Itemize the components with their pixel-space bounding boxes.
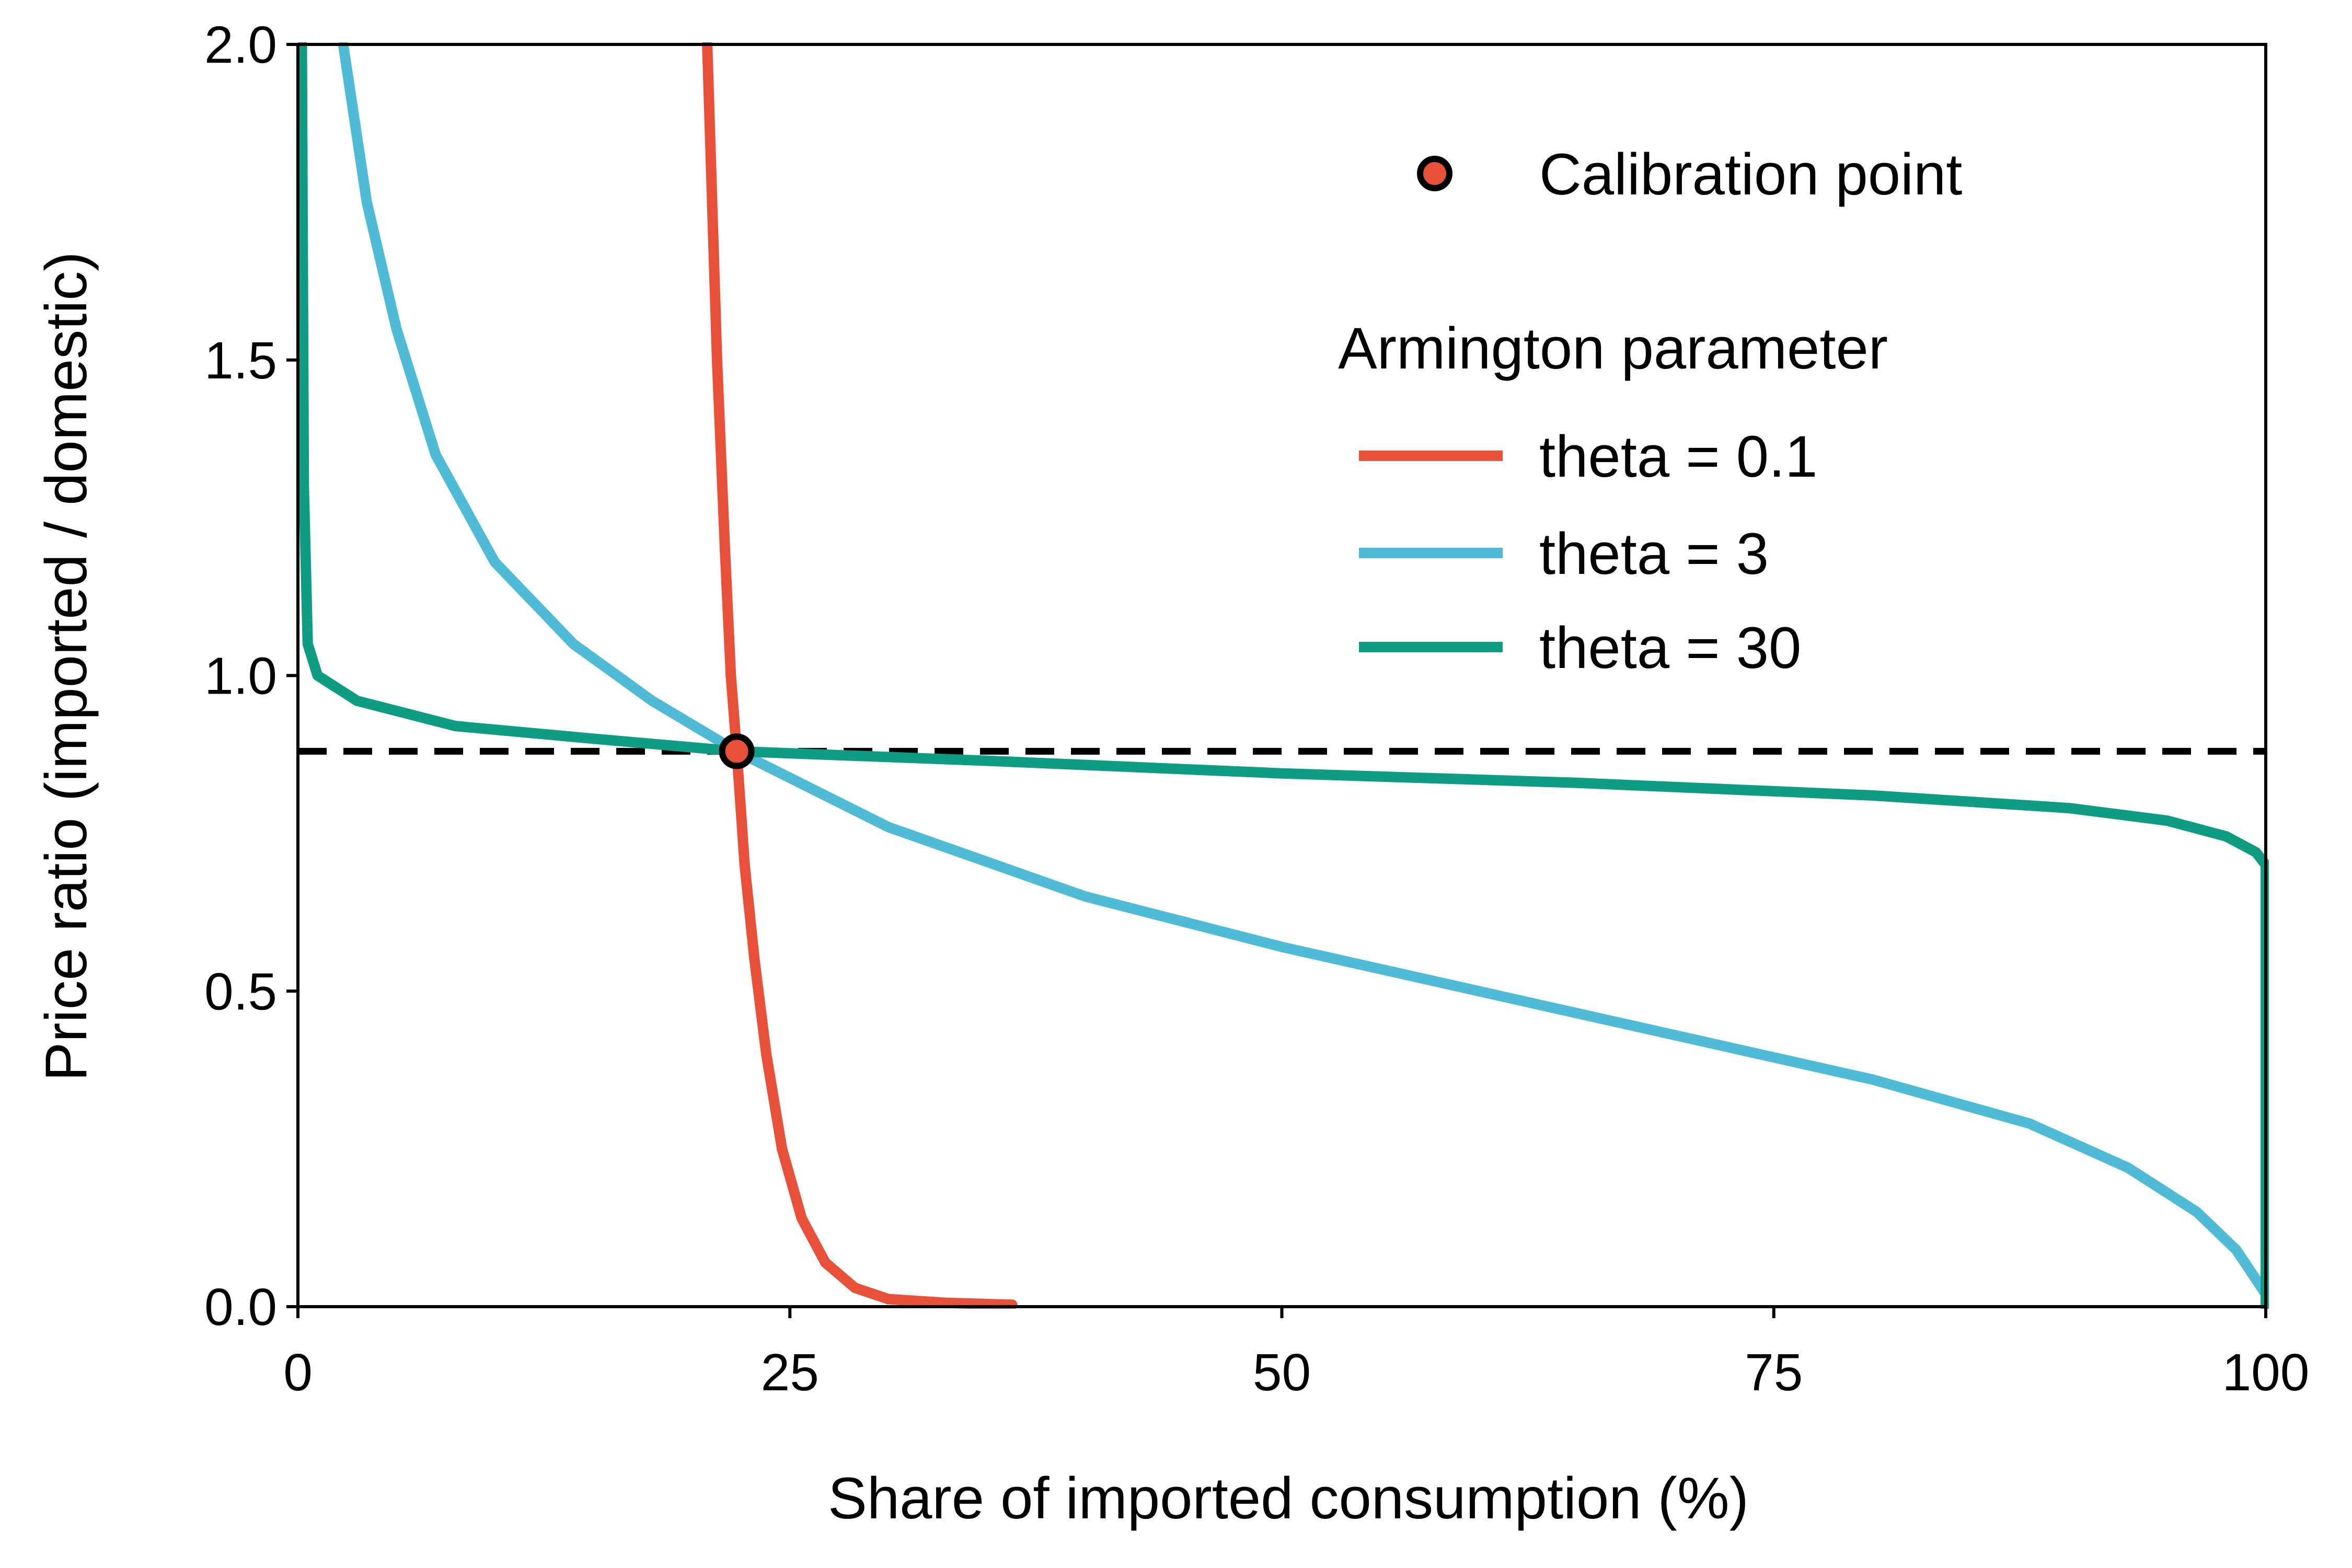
x-tick-label: 50 <box>1253 1343 1311 1402</box>
series-line-1 <box>702 42 1018 1309</box>
x-axis-title: Share of imported consumption (%) <box>828 1466 1749 1531</box>
y-axis-title: Price ratio (imported / domestic) <box>33 251 99 1081</box>
series-line-2 <box>338 42 2269 1299</box>
legend-title: Armington parameter <box>1338 316 1888 381</box>
y-tick-label: 0.0 <box>204 1278 277 1336</box>
calibration-point-marker <box>719 733 755 769</box>
legend-label-3: theta = 30 <box>1539 615 1801 681</box>
x-tick-label: 75 <box>1745 1343 1803 1402</box>
y-tick-label: 1.0 <box>204 647 277 706</box>
y-tick-label: 1.5 <box>204 331 277 390</box>
axes: 0 25 50 75 100 0.0 0.5 1.0 1.5 2.0 <box>204 16 2309 1402</box>
legend: Calibration point Armington parameter thet… <box>1338 142 1962 681</box>
y-tick-label: 0.5 <box>204 962 277 1021</box>
series-line-3 <box>298 42 2269 1309</box>
x-tick-label: 100 <box>2222 1343 2310 1402</box>
legend-calibration-label: Calibration point <box>1539 142 1962 207</box>
legend-label-2: theta = 3 <box>1539 521 1769 586</box>
x-tick-label: 0 <box>283 1343 313 1402</box>
y-tick-label: 2.0 <box>204 16 277 74</box>
series-group <box>298 42 2269 1309</box>
x-tick-label: 25 <box>761 1343 819 1402</box>
legend-label-1: theta = 0.1 <box>1539 424 1817 489</box>
plot-frame <box>296 43 2267 1308</box>
legend-calibration-marker <box>1417 156 1452 191</box>
plot-area <box>298 42 2269 1309</box>
